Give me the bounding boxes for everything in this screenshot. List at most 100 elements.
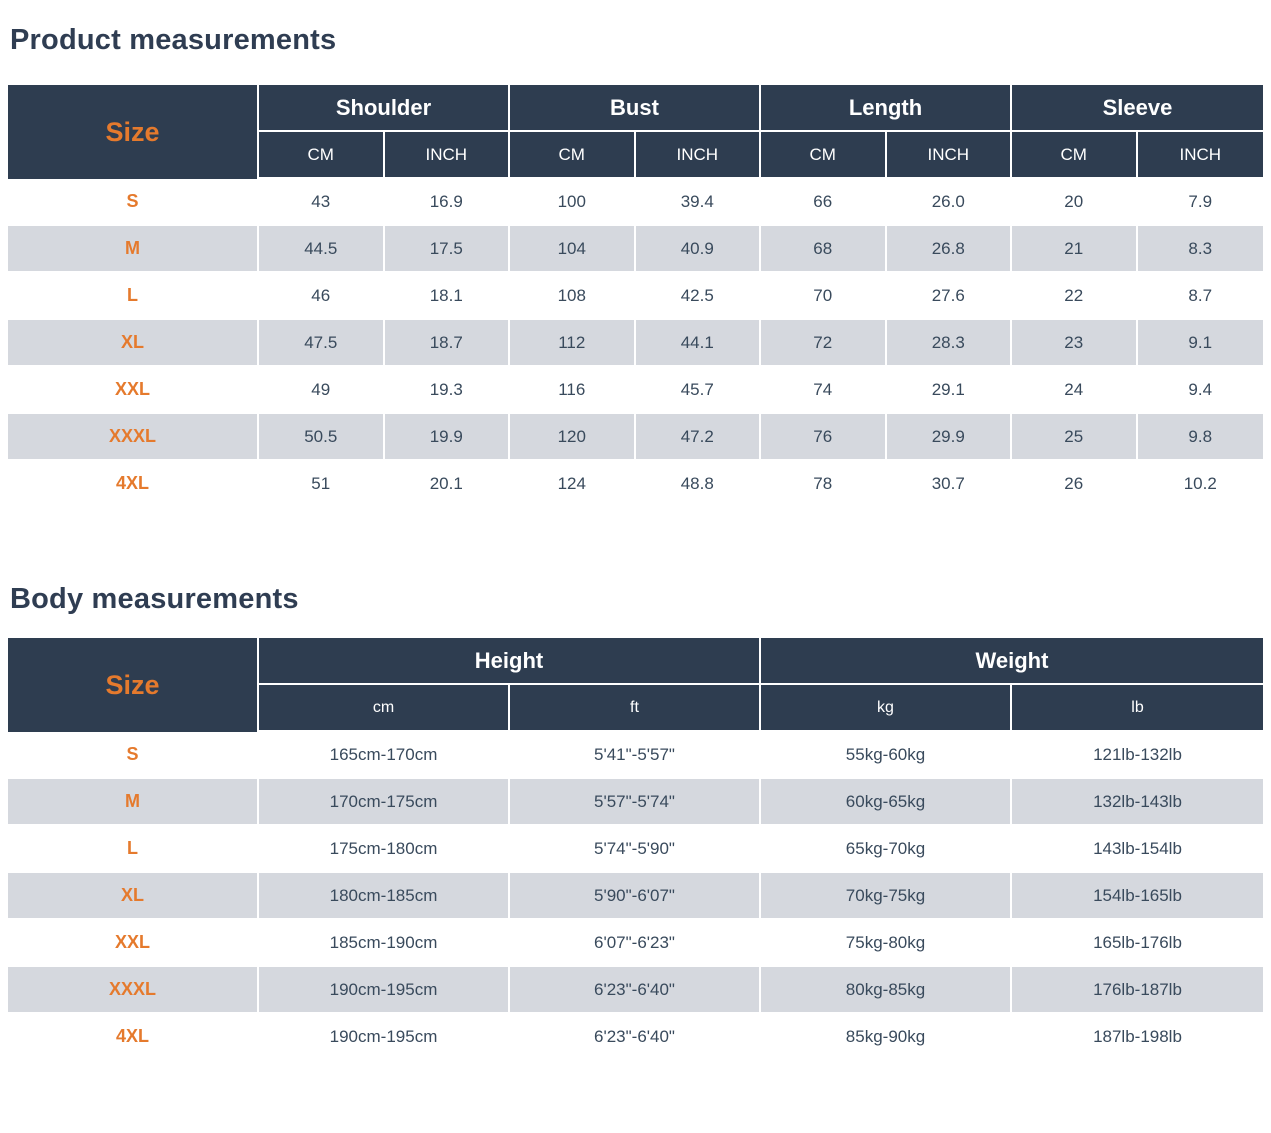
value-cell: 43 [259,179,385,226]
value-cell: 85kg-90kg [761,1014,1012,1061]
size-cell: S [8,179,259,226]
value-cell: 104 [510,226,636,273]
value-cell: 72 [761,320,887,367]
value-cell: 46 [259,273,385,320]
value-cell: 25 [1012,414,1138,461]
value-cell: 116 [510,367,636,414]
group-header: Weight [761,638,1263,685]
product-measurements-table: Size Shoulder Bust Length Sleeve CM INCH CM INCH… [8,85,1263,508]
group-header: Height [259,638,761,685]
table-row: M 170cm-175cm 5'57"-5'74" 60kg-65kg 132lb-14… [8,779,1263,826]
table-row: XXXL 190cm-195cm 6'23"-6'40" 80kg-85kg 176lb… [8,967,1263,1014]
value-cell: 21 [1012,226,1138,273]
table-row: 4XL 190cm-195cm 6'23"-6'40" 85kg-90kg 187lb-… [8,1014,1263,1061]
value-cell: 80kg-85kg [761,967,1012,1014]
value-cell: 30.7 [886,461,1012,508]
value-cell: 154lb-165lb [1012,873,1263,920]
unit-header: CM [1012,132,1138,179]
value-cell: 9.4 [1137,367,1263,414]
body-measurements-section: Body measurements Size Height Weight cm ft kg… [8,583,1263,1061]
size-cell: L [8,826,259,873]
body-measurements-title: Body measurements [10,583,299,615]
value-cell: 26.0 [886,179,1012,226]
table-row: 4XL 51 20.1 124 48.8 78 30.7 26 10.2 [8,461,1263,508]
value-cell: 49 [259,367,385,414]
value-cell: 44.1 [635,320,761,367]
value-cell: 65kg-70kg [761,826,1012,873]
value-cell: 75kg-80kg [761,920,1012,967]
value-cell: 24 [1012,367,1138,414]
value-cell: 121lb-132lb [1012,732,1263,779]
unit-header: CM [510,132,636,179]
size-column-header: Size [8,85,259,179]
value-cell: 28.3 [886,320,1012,367]
value-cell: 10.2 [1137,461,1263,508]
table-row: L 46 18.1 108 42.5 70 27.6 22 8.7 [8,273,1263,320]
value-cell: 51 [259,461,385,508]
size-column-header: Size [8,638,259,732]
product-measurements-title: Product measurements [10,24,337,56]
table-row: XXL 49 19.3 116 45.7 74 29.1 24 9.4 [8,367,1263,414]
unit-header: ft [510,685,761,732]
group-header: Shoulder [259,85,510,132]
value-cell: 42.5 [635,273,761,320]
unit-header: cm [259,685,510,732]
size-cell: L [8,273,259,320]
table-row: S 165cm-170cm 5'41"-5'57" 55kg-60kg 121lb-13… [8,732,1263,779]
value-cell: 5'90"-6'07" [510,873,761,920]
value-cell: 60kg-65kg [761,779,1012,826]
value-cell: 27.6 [886,273,1012,320]
value-cell: 22 [1012,273,1138,320]
value-cell: 132lb-143lb [1012,779,1263,826]
value-cell: 40.9 [635,226,761,273]
value-cell: 8.3 [1137,226,1263,273]
value-cell: 20 [1012,179,1138,226]
value-cell: 187lb-198lb [1012,1014,1263,1061]
value-cell: 74 [761,367,887,414]
size-chart-page: Product measurements Size Shoulder Bust Len… [0,24,1271,1061]
value-cell: 17.5 [384,226,510,273]
unit-header: kg [761,685,1012,732]
value-cell: 108 [510,273,636,320]
value-cell: 16.9 [384,179,510,226]
value-cell: 100 [510,179,636,226]
value-cell: 6'23"-6'40" [510,1014,761,1061]
table-row: XL 180cm-185cm 5'90"-6'07" 70kg-75kg 154lb-1… [8,873,1263,920]
value-cell: 9.8 [1137,414,1263,461]
body-measurements-table-wrap: Size Height Weight cm ft kg lb S 165cm-170cm 5'41… [8,638,1263,1061]
value-cell: 124 [510,461,636,508]
value-cell: 39.4 [635,179,761,226]
value-cell: 20.1 [384,461,510,508]
size-cell: S [8,732,259,779]
value-cell: 47.2 [635,414,761,461]
size-cell: XL [8,320,259,367]
value-cell: 23 [1012,320,1138,367]
table-row: XXXL 50.5 19.9 120 47.2 76 29.9 25 9.8 [8,414,1263,461]
value-cell: 170cm-175cm [259,779,510,826]
value-cell: 5'41"-5'57" [510,732,761,779]
value-cell: 26 [1012,461,1138,508]
value-cell: 9.1 [1137,320,1263,367]
value-cell: 70 [761,273,887,320]
product-measurements-section: Product measurements Size Shoulder Bust Len… [8,24,1263,508]
value-cell: 180cm-185cm [259,873,510,920]
size-cell: XXL [8,920,259,967]
value-cell: 175cm-180cm [259,826,510,873]
value-cell: 143lb-154lb [1012,826,1263,873]
value-cell: 8.7 [1137,273,1263,320]
group-header: Bust [510,85,761,132]
size-cell: XXL [8,367,259,414]
size-cell: XXXL [8,967,259,1014]
value-cell: 5'57"-5'74" [510,779,761,826]
table-row: XXL 185cm-190cm 6'07"-6'23" 75kg-80kg 165lb-… [8,920,1263,967]
value-cell: 165lb-176lb [1012,920,1263,967]
size-cell: XXXL [8,414,259,461]
value-cell: 48.8 [635,461,761,508]
unit-header: INCH [384,132,510,179]
value-cell: 6'23"-6'40" [510,967,761,1014]
table-row: M 44.5 17.5 104 40.9 68 26.8 21 8.3 [8,226,1263,273]
unit-header: CM [761,132,887,179]
value-cell: 112 [510,320,636,367]
value-cell: 176lb-187lb [1012,967,1263,1014]
unit-header: INCH [886,132,1012,179]
